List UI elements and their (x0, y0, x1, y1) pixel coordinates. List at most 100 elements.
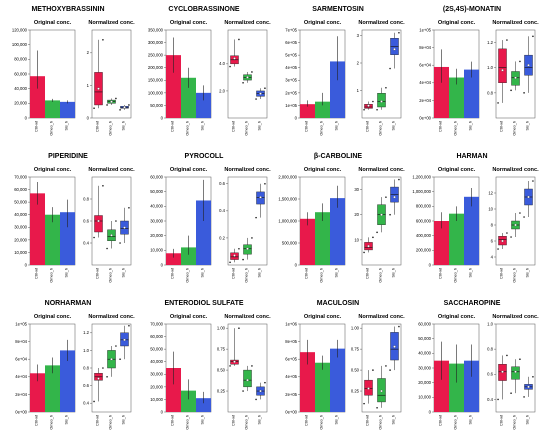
bar-Ctrl-wt (300, 218, 315, 265)
y-tick-label: 2,000,000 (278, 174, 297, 179)
sample-point (251, 365, 253, 367)
y-tick-label: 8e+04 (419, 45, 431, 50)
x-tick-label: Sis_h (469, 121, 473, 131)
sample-point (106, 247, 108, 250)
box-mean-point (367, 104, 370, 107)
y-tick-label: 30,000 (418, 365, 431, 370)
y-tick-label: 60,000 (418, 321, 431, 326)
chart-title: β-CARBOLINE (314, 153, 363, 160)
x-tick-label: Sis_h (122, 121, 126, 131)
y-tick-label: 1.00 (351, 326, 360, 331)
y-tick-label: 2 (357, 60, 360, 65)
box-mean-point (380, 213, 383, 216)
y-tick-label: 3e+05 (285, 78, 297, 83)
sample-point (251, 237, 253, 239)
sample-point (519, 60, 521, 63)
y-tick-label: 7e+05 (285, 27, 297, 32)
x-tick-label: Omeo_h (245, 268, 249, 283)
x-tick-label: Sis_h (201, 121, 205, 131)
box-mean-point (380, 100, 383, 103)
y-tick-label: 1.2 (83, 330, 89, 335)
sample-point (532, 376, 534, 378)
y-tick-label: 10,000 (14, 250, 27, 255)
y-tick-label: 0 (87, 115, 90, 120)
sample-point (264, 87, 266, 90)
x-tick-label: Sis_h (469, 268, 473, 278)
normalized-panel-title: Normalized conc. (358, 167, 405, 173)
sample-point (372, 236, 374, 239)
y-tick-label: 50,000 (150, 189, 163, 194)
box-mean-point (97, 377, 100, 380)
bar-Omeo_h (449, 213, 464, 265)
sample-point (363, 108, 365, 111)
sample-point (119, 242, 121, 244)
y-tick-label: 40,000 (418, 351, 431, 356)
y-tick-label: 1,200,000 (412, 174, 431, 179)
y-tick-label: 20,000 (14, 101, 27, 106)
x-tick-label: Ctrl-wt (366, 267, 370, 279)
x-tick-label: Ctrl-wt (232, 414, 236, 426)
box-mean-point (501, 239, 504, 243)
y-tick-label: 10 (488, 206, 493, 211)
sample-point (128, 207, 130, 209)
y-tick-label: 6e+04 (419, 63, 431, 68)
box-mean-point (110, 100, 113, 103)
x-tick-label: Ctrl-wt (305, 267, 309, 279)
x-tick-label: Sis_h (526, 268, 530, 278)
x-tick-label: Sis_h (65, 415, 69, 425)
sample-point (506, 354, 508, 357)
x-tick-label: Omeo_h (245, 121, 249, 136)
box-mean-point (97, 87, 100, 90)
x-tick-label: Sis_h (392, 415, 396, 425)
sample-point (363, 251, 365, 254)
sample-point (510, 236, 512, 238)
original-panel-title: Original conc. (438, 20, 476, 26)
chart-6: β-CARBOLINE Original conc. 0 500,000 1,000,0… (278, 153, 405, 283)
y-tick-label: 0e+00 (419, 115, 431, 120)
sample-point (523, 92, 525, 94)
bar-Sis_h (196, 92, 211, 118)
sample-point (229, 65, 231, 68)
sample-point (255, 216, 257, 219)
box-mean-point (514, 223, 517, 227)
sample-point (264, 182, 266, 185)
y-tick-label: 1,000,000 (412, 189, 431, 194)
chart-title: NORHARMAN (45, 300, 92, 307)
y-tick-label: 0.2 (219, 235, 225, 240)
sample-point (102, 38, 104, 41)
x-tick-label: Omeo_h (454, 121, 458, 136)
bar-Omeo_h (449, 363, 464, 412)
box-mean-point (110, 234, 113, 237)
original-panel-title: Original conc. (170, 314, 208, 320)
y-tick-label: 10,000 (150, 248, 163, 253)
sample-point (389, 67, 391, 70)
sample-point (264, 381, 266, 384)
y-tick-label: 250,000 (148, 53, 164, 58)
y-tick-label: 0e+00 (15, 409, 27, 414)
original-panel-title: Original conc. (34, 167, 72, 173)
bar-Sis_h (60, 350, 75, 412)
bar-Omeo_h (45, 365, 60, 412)
chart-4: PIPERIDINE Original conc. 0 10,000 20,000 30,… (14, 153, 135, 283)
x-tick-label: Sis_h (526, 121, 530, 131)
x-tick-label: Omeo_h (109, 121, 113, 136)
x-tick-label: Ctrl-wt (305, 120, 309, 132)
x-tick-label: Sis_h (122, 268, 126, 278)
y-tick-label: 70,000 (150, 321, 163, 326)
bar-Sis_h (196, 200, 211, 265)
x-tick-label: Sis_h (335, 121, 339, 131)
sample-point (398, 31, 400, 34)
x-tick-label: Ctrl-wt (500, 267, 504, 279)
x-tick-label: Omeo_h (320, 415, 324, 430)
normalized-panel-title: Normalized conc. (224, 167, 271, 173)
box-mean-point (97, 219, 100, 223)
sample-point (372, 100, 374, 103)
y-tick-label: 200,000 (148, 65, 164, 70)
sample-point (115, 345, 117, 347)
x-tick-label: Ctrl-wt (96, 414, 100, 426)
box-mean-point (110, 357, 113, 361)
y-tick-label: 5e+05 (285, 53, 297, 58)
y-tick-label: 4e+04 (15, 374, 27, 379)
bar-Ctrl-wt (434, 66, 449, 118)
